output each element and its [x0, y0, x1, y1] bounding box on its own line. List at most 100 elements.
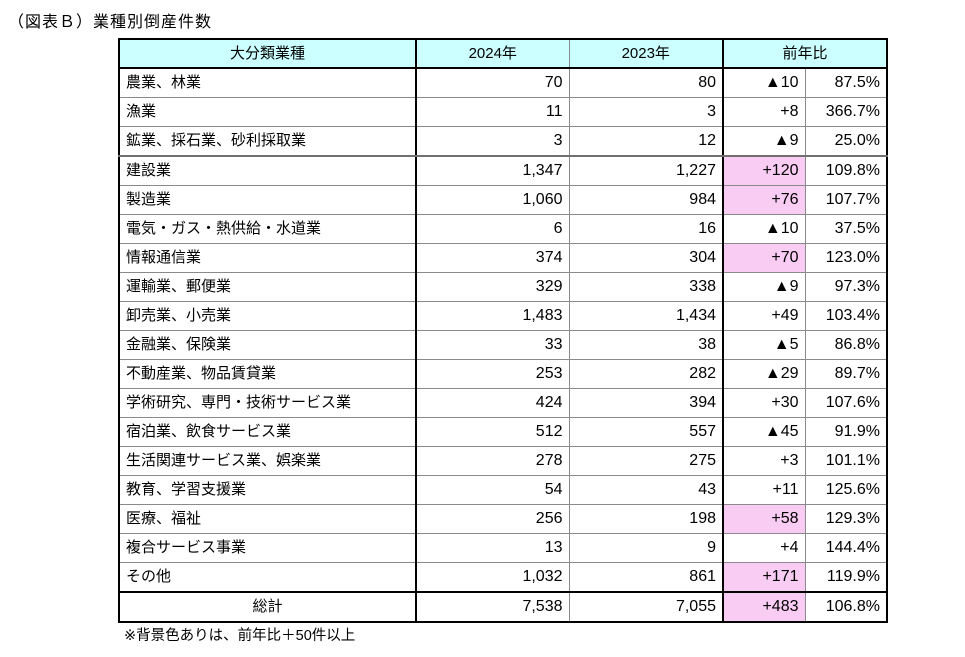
cell-y2023: 338: [568, 272, 724, 302]
table-row: 運輸業、郵便業 329 338 ▲9 97.3%: [118, 272, 888, 302]
table-row: その他 1,032 861 +171 119.9%: [118, 562, 888, 593]
cell-industry: 宿泊業、飲食サービス業: [118, 417, 417, 447]
cell-y2024: 11: [415, 97, 570, 127]
table-row-total: 総計 7,538 7,055 +483 106.8%: [118, 591, 888, 623]
cell-pct: 37.5%: [804, 214, 888, 244]
cell-pct: 87.5%: [804, 67, 888, 98]
table-row: 金融業、保険業 33 38 ▲5 86.8%: [118, 330, 888, 360]
cell-diff: +4: [722, 533, 806, 563]
cell-pct: 129.3%: [804, 504, 888, 534]
cell-y2024: 1,032: [415, 562, 570, 593]
cell-industry: その他: [118, 562, 417, 593]
cell-y2023: 861: [568, 562, 724, 593]
cell-diff: ▲9: [722, 126, 806, 157]
cell-diff: +49: [722, 301, 806, 331]
cell-y2023: 43: [568, 475, 724, 505]
cell-y2024: 374: [415, 243, 570, 273]
table-row: 卸売業、小売業 1,483 1,434 +49 103.4%: [118, 301, 888, 331]
cell-pct: 25.0%: [804, 126, 888, 157]
cell-diff: ▲45: [722, 417, 806, 447]
cell-y2023: 282: [568, 359, 724, 389]
cell-y2024: 256: [415, 504, 570, 534]
cell-diff: +120: [722, 155, 806, 186]
cell-industry: 学術研究、専門・技術サービス業: [118, 388, 417, 418]
page-title: （図表Ｂ）業種別倒産件数: [8, 14, 213, 31]
header-industry: 大分類業種: [118, 38, 417, 69]
cell-y2023: 557: [568, 417, 724, 447]
table-row: 不動産業、物品賃貸業 253 282 ▲29 89.7%: [118, 359, 888, 389]
cell-y2023: 7,055: [568, 591, 724, 623]
cell-pct: 101.1%: [804, 446, 888, 476]
cell-y2024: 7,538: [415, 591, 570, 623]
table-row: 情報通信業 374 304 +70 123.0%: [118, 243, 888, 273]
cell-y2024: 329: [415, 272, 570, 302]
cell-y2024: 1,347: [415, 155, 570, 186]
cell-industry: 鉱業、採石業、砂利採取業: [118, 126, 417, 157]
cell-diff: ▲29: [722, 359, 806, 389]
cell-y2024: 3: [415, 126, 570, 157]
cell-diff: ▲9: [722, 272, 806, 302]
table-row: 学術研究、専門・技術サービス業 424 394 +30 107.6%: [118, 388, 888, 418]
cell-industry: 生活関連サービス業、娯楽業: [118, 446, 417, 476]
bankruptcy-by-industry-table: 大分類業種 2024年 2023年 前年比 農業、林業 70 80 ▲10 87.5% 漁…: [118, 38, 888, 623]
footnote: ※背景色ありは、前年比＋50件以上: [124, 628, 356, 644]
cell-industry: 不動産業、物品賃貸業: [118, 359, 417, 389]
cell-y2024: 278: [415, 446, 570, 476]
cell-y2024: 253: [415, 359, 570, 389]
cell-industry: 複合サービス事業: [118, 533, 417, 563]
cell-y2023: 38: [568, 330, 724, 360]
cell-diff: ▲5: [722, 330, 806, 360]
cell-diff: +483: [722, 591, 806, 623]
cell-y2023: 80: [568, 67, 724, 98]
cell-diff: +3: [722, 446, 806, 476]
header-2024: 2024年: [415, 38, 570, 69]
cell-industry: 農業、林業: [118, 67, 417, 98]
cell-y2024: 70: [415, 67, 570, 98]
cell-y2024: 33: [415, 330, 570, 360]
table-row: 建設業 1,347 1,227 +120 109.8%: [118, 155, 888, 186]
cell-pct: 107.6%: [804, 388, 888, 418]
header-row: 大分類業種 2024年 2023年 前年比: [118, 38, 888, 69]
cell-pct: 123.0%: [804, 243, 888, 273]
cell-y2023: 394: [568, 388, 724, 418]
cell-y2023: 3: [568, 97, 724, 127]
cell-y2023: 275: [568, 446, 724, 476]
cell-pct: 366.7%: [804, 97, 888, 127]
cell-industry: 運輸業、郵便業: [118, 272, 417, 302]
cell-y2023: 1,434: [568, 301, 724, 331]
cell-y2024: 54: [415, 475, 570, 505]
cell-diff: +8: [722, 97, 806, 127]
cell-pct: 106.8%: [804, 591, 888, 623]
cell-industry: 漁業: [118, 97, 417, 127]
cell-diff: +58: [722, 504, 806, 534]
cell-y2023: 304: [568, 243, 724, 273]
cell-industry: 医療、福祉: [118, 504, 417, 534]
table-body: 農業、林業 70 80 ▲10 87.5% 漁業 11 3 +8 366.7% 鉱業、採石業、砂利採…: [118, 67, 888, 623]
cell-y2023: 984: [568, 185, 724, 215]
cell-pct: 97.3%: [804, 272, 888, 302]
cell-y2023: 198: [568, 504, 724, 534]
cell-diff: ▲10: [722, 214, 806, 244]
cell-diff: +70: [722, 243, 806, 273]
table-header: 大分類業種 2024年 2023年 前年比: [118, 38, 888, 69]
cell-y2024: 1,483: [415, 301, 570, 331]
cell-industry: 製造業: [118, 185, 417, 215]
table-row: 教育、学習支援業 54 43 +11 125.6%: [118, 475, 888, 505]
table-row: 複合サービス事業 13 9 +4 144.4%: [118, 533, 888, 563]
cell-industry: 卸売業、小売業: [118, 301, 417, 331]
cell-pct: 89.7%: [804, 359, 888, 389]
header-2023: 2023年: [568, 38, 724, 69]
cell-industry: 建設業: [118, 155, 417, 186]
cell-y2023: 12: [568, 126, 724, 157]
header-yoy: 前年比: [722, 38, 888, 69]
cell-y2024: 424: [415, 388, 570, 418]
table-row: 鉱業、採石業、砂利採取業 3 12 ▲9 25.0%: [118, 126, 888, 157]
cell-diff: +76: [722, 185, 806, 215]
cell-pct: 91.9%: [804, 417, 888, 447]
cell-y2024: 1,060: [415, 185, 570, 215]
cell-industry: 教育、学習支援業: [118, 475, 417, 505]
cell-diff: +11: [722, 475, 806, 505]
table-row: 農業、林業 70 80 ▲10 87.5%: [118, 67, 888, 98]
cell-y2023: 9: [568, 533, 724, 563]
table-row: 宿泊業、飲食サービス業 512 557 ▲45 91.9%: [118, 417, 888, 447]
